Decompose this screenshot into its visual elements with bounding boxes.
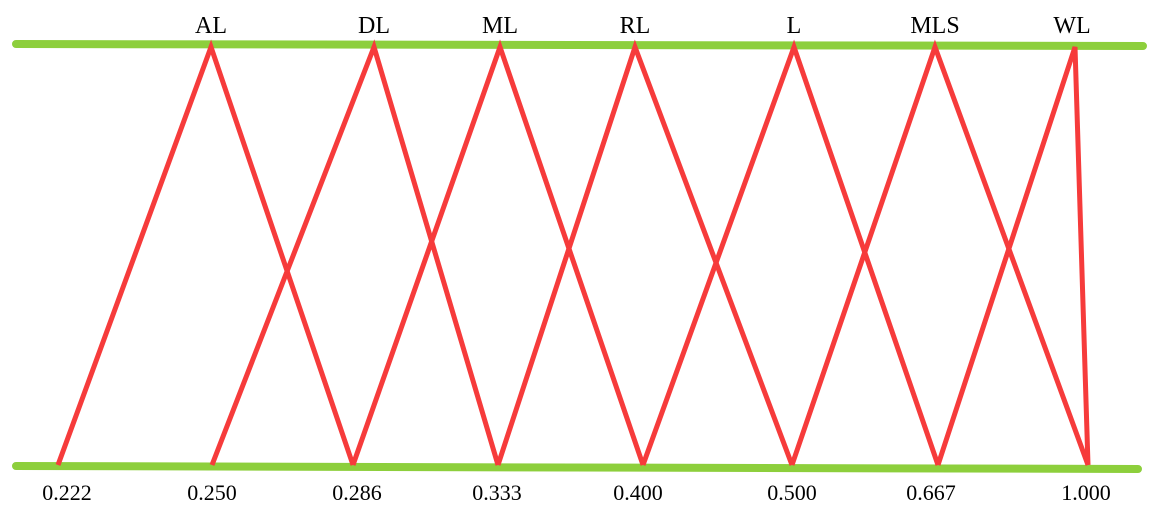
term-label-l: L [787, 13, 802, 39]
triangle-wl [935, 46, 1091, 466]
term-label-ml: ML [482, 13, 518, 39]
triangle-dl [209, 39, 501, 466]
term-label-al: AL [195, 13, 227, 39]
tick-label: 0.500 [767, 480, 817, 505]
triangle-ml [350, 39, 646, 466]
triangle-group [55, 39, 1091, 466]
term-label-dl: DL [358, 13, 390, 39]
triangle-mls [789, 39, 1091, 466]
triangle-al [55, 39, 356, 466]
tick-label: 0.250 [187, 480, 237, 505]
triangle-l [640, 39, 941, 466]
tick-label-group: 0.222 0.250 0.286 0.333 0.400 0.500 0.667 1.000 [42, 480, 1111, 505]
tick-label: 0.400 [613, 480, 663, 505]
triangle-rl [495, 39, 795, 466]
tick-label: 1.000 [1061, 480, 1111, 505]
tick-label: 0.333 [472, 480, 522, 505]
term-label-rl: RL [620, 13, 651, 39]
term-label-wl: WL [1053, 13, 1090, 39]
bottom-green-line [12, 462, 1142, 473]
tick-label: 0.222 [42, 480, 92, 505]
tick-label: 0.286 [332, 480, 382, 505]
top-green-line [12, 40, 1147, 50]
tick-label: 0.667 [906, 480, 956, 505]
term-label-mls: MLS [910, 13, 959, 39]
term-label-group: AL DL ML RL L MLS WL [195, 13, 1091, 39]
